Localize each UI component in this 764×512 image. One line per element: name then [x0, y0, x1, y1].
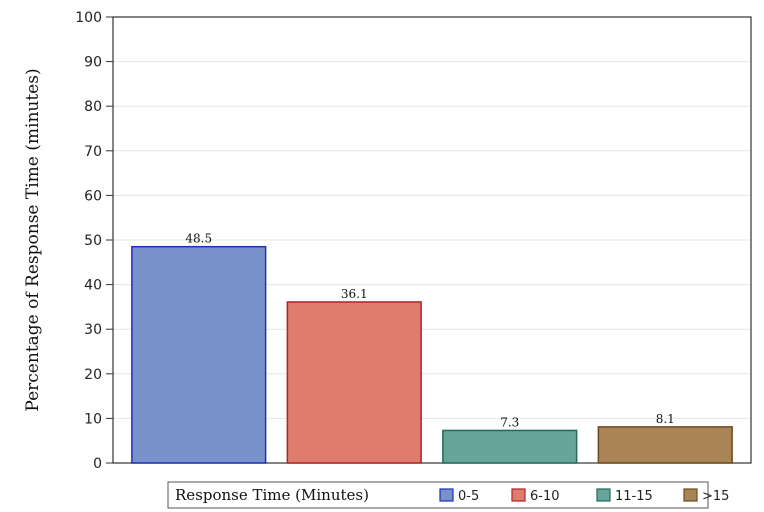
bars	[131, 245, 733, 464]
legend-items: 0-5 6-10 11-15 >15	[439, 488, 729, 504]
y-tick-label: 60	[84, 188, 102, 204]
legend-swatch-3	[596, 488, 611, 502]
bar-4	[597, 426, 733, 464]
legend: Response Time (Minutes) 0-5 6-10 11-15 >15	[167, 481, 729, 509]
y-tick-label: 100	[75, 10, 102, 26]
y-axis-title: Percentage of Response Time (minutes)	[23, 68, 43, 411]
data-label-4: 8.1	[656, 412, 675, 426]
y-tick-label: 70	[84, 144, 102, 160]
bar-1	[131, 245, 267, 464]
y-tick-label: 90	[84, 55, 102, 71]
bar-2	[286, 301, 422, 464]
y-tick-label: 10	[84, 411, 102, 427]
data-label-2: 36.1	[341, 287, 368, 301]
y-tick-label: 30	[84, 322, 102, 338]
data-labels: 48.5 36.1 7.3 8.1	[185, 232, 674, 430]
legend-swatch-4	[683, 488, 698, 502]
y-tick-label: 50	[84, 233, 102, 249]
legend-title: Response Time (Minutes)	[175, 486, 369, 504]
legend-label-1: 0-5	[458, 489, 479, 504]
legend-frame	[167, 481, 709, 509]
y-tick-label: 0	[93, 456, 102, 472]
data-label-3: 7.3	[500, 415, 519, 429]
y-tick-label: 20	[84, 367, 102, 383]
legend-swatch-2	[511, 488, 526, 502]
y-axis: 0 10 20 30 40 50 60 70 80 90 100	[75, 10, 113, 472]
legend-label-4: >15	[702, 489, 729, 504]
y-tick-label: 80	[84, 99, 102, 115]
y-tick-label: 40	[84, 278, 102, 294]
legend-swatch-1	[439, 488, 454, 502]
bar-3	[442, 429, 578, 464]
legend-label-2: 6-10	[530, 489, 560, 504]
data-label-1: 48.5	[185, 232, 212, 246]
legend-label-3: 11-15	[615, 489, 653, 504]
